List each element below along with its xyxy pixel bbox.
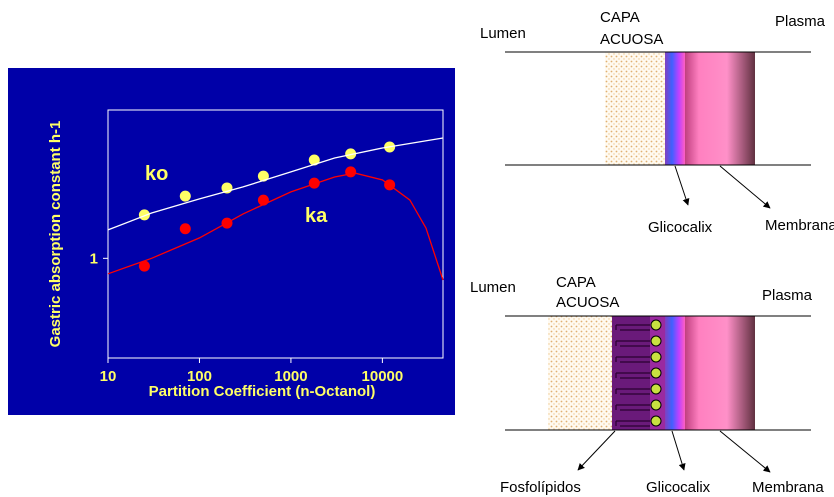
plasma-label: Plasma (775, 13, 826, 30)
glicocalix-label: Glicocalix (648, 219, 713, 236)
x-axis-label: Partition Coefficient (n-Octanol) (149, 383, 376, 400)
data-point (179, 223, 191, 235)
tail (615, 420, 650, 427)
fosfolipidos-label: Fosfolípidos (500, 479, 581, 496)
tail (615, 340, 650, 347)
head-dot (650, 319, 662, 331)
tail (615, 372, 650, 379)
x-tick-label: 10 (100, 368, 117, 385)
tail (615, 356, 650, 363)
arrow (577, 430, 616, 471)
annotation: ka (305, 205, 328, 227)
lumen-label: Lumen (470, 279, 516, 296)
capa-label: CAPA (600, 9, 640, 26)
data-point (179, 190, 191, 202)
x-tick-label: 10000 (362, 368, 404, 385)
data-point (345, 148, 357, 160)
diagram-top: Lumen CAPA ACUOSA Plasma Glicocalix Memb… (480, 9, 834, 236)
aqueous-layer (605, 52, 665, 165)
glicocalix-label: Glicocalix (646, 479, 711, 496)
membrane (685, 316, 755, 430)
head-dot (650, 335, 662, 347)
plot-frame (107, 109, 444, 359)
data-point (138, 209, 150, 221)
lumen-label: Lumen (480, 25, 526, 42)
membrane (685, 52, 755, 165)
phospholipid-head-dots (650, 319, 662, 427)
chart: Partition Coefficient (n-Octanol) Gastri… (8, 68, 455, 415)
chart-background (8, 68, 455, 415)
data-point (345, 166, 357, 178)
capa-label: CAPA (556, 274, 596, 291)
data-point (257, 170, 269, 182)
data-point (138, 260, 150, 272)
tail (615, 324, 650, 331)
x-tick-label: 100 (187, 368, 212, 385)
head-dot (650, 383, 662, 395)
head-dot (650, 399, 662, 411)
head-dot (650, 351, 662, 363)
data-point (308, 154, 320, 166)
fit-line (107, 172, 444, 281)
plasma-label: Plasma (762, 287, 813, 304)
tail (615, 404, 650, 411)
diagram-bottom: Lumen CAPA ACUOSA Plasma Fosfolípidos Gl… (470, 274, 824, 496)
data-point (308, 177, 320, 189)
phospholipid-tails (615, 324, 650, 427)
x-tick-label: 1000 (274, 368, 307, 385)
y-tick-label: 1 (90, 250, 98, 267)
membrana-label: Membrana (765, 217, 834, 234)
capa-label: ACUOSA (556, 294, 619, 311)
membrana-label: Membrana (752, 479, 824, 496)
head-dot (650, 415, 662, 427)
y-axis-label: Gastric absorption constant h-1 (47, 121, 64, 348)
head-dot (650, 367, 662, 379)
annotation: ko (145, 163, 168, 185)
arrow (671, 430, 686, 471)
glycocalyx (665, 316, 685, 430)
capa-label: ACUOSA (600, 31, 663, 48)
aqueous-layer (548, 316, 612, 430)
tail (615, 388, 650, 395)
glycocalyx (665, 52, 685, 165)
arrow (674, 165, 690, 206)
fit-line (107, 137, 444, 231)
arrow (719, 165, 771, 209)
arrow (719, 430, 771, 473)
